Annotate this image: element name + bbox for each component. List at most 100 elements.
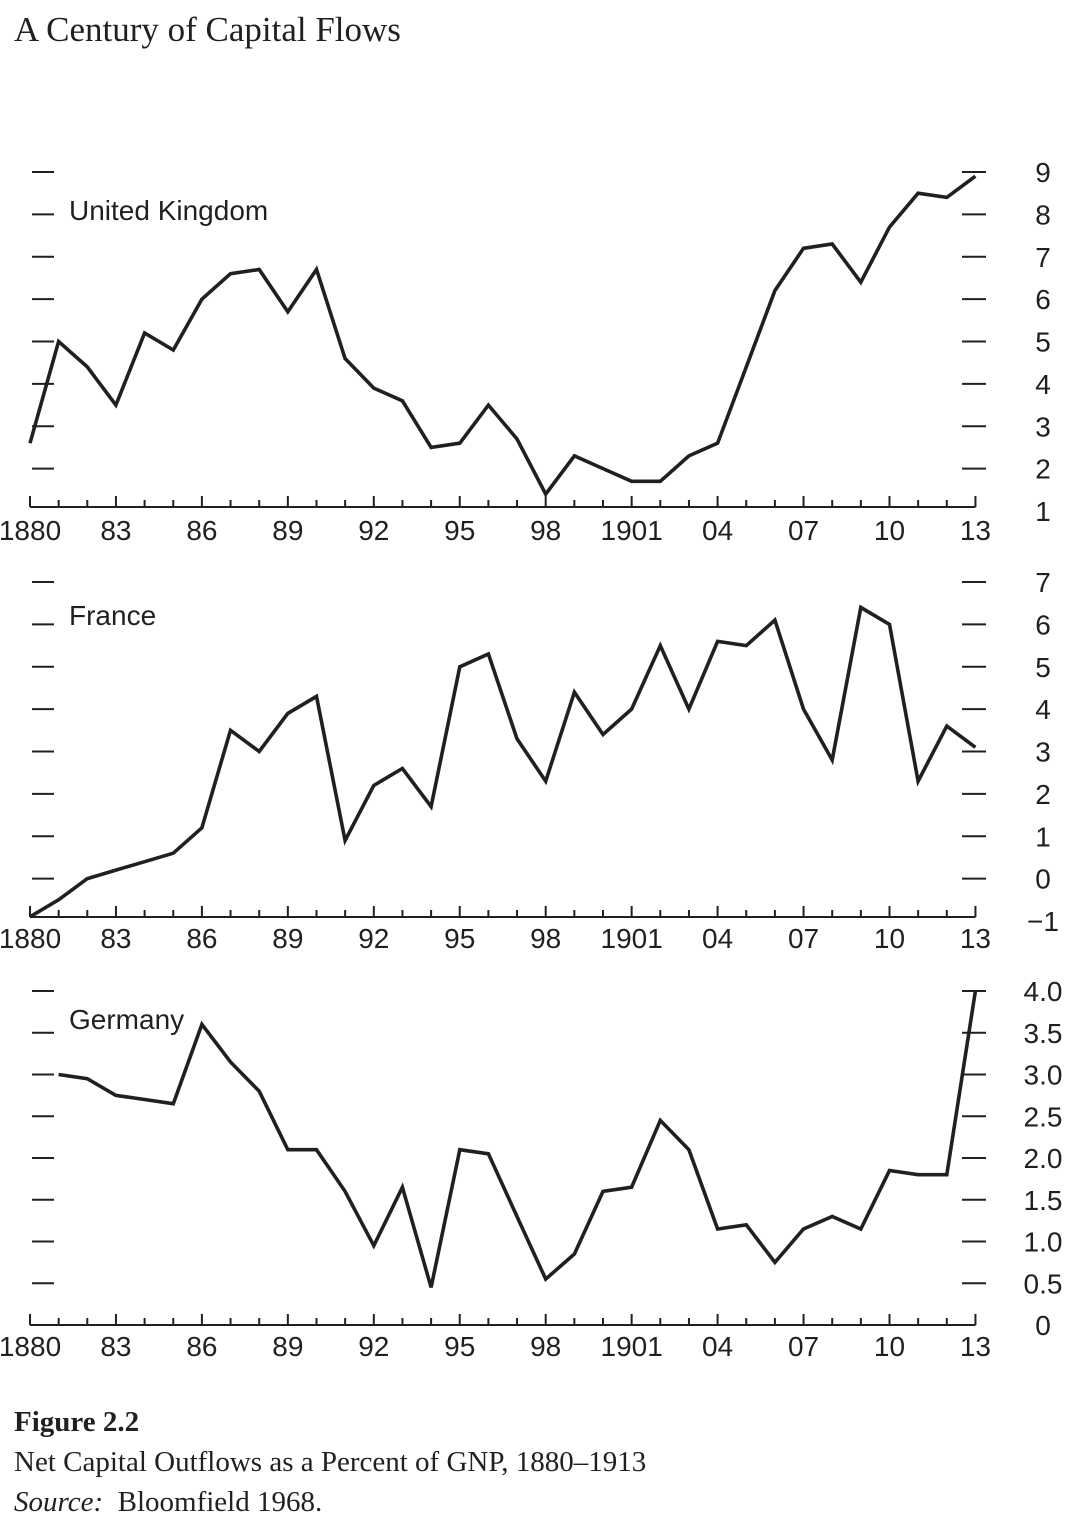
data-point — [315, 695, 318, 698]
series-name-germany: Germany — [69, 1004, 184, 1035]
data-point — [745, 1223, 748, 1226]
data-point — [401, 767, 404, 770]
figure-description: Net Capital Outflows as a Percent of GNP… — [14, 1446, 647, 1478]
data-point — [487, 653, 490, 656]
data-point — [687, 1148, 690, 1151]
data-point — [802, 1227, 805, 1230]
x-tick-label: 04 — [702, 515, 733, 546]
data-point — [487, 404, 490, 407]
data-point — [487, 1152, 490, 1155]
data-point — [974, 746, 977, 749]
y-tick-label: 1.5 — [1024, 1185, 1063, 1216]
data-point — [716, 442, 719, 445]
series-line-france — [29, 604, 977, 919]
data-point — [659, 1119, 662, 1122]
data-point — [86, 877, 89, 880]
y-tick-label: 4 — [1035, 694, 1051, 725]
data-point — [745, 644, 748, 647]
x-tick-label: 13 — [960, 923, 991, 954]
x-tick-label: 07 — [788, 923, 819, 954]
data-point — [458, 1148, 461, 1151]
data-point — [945, 1173, 948, 1176]
data-point — [143, 1098, 146, 1101]
data-point — [315, 1148, 318, 1151]
data-point — [57, 898, 60, 901]
y-tick-label: 2 — [1035, 779, 1051, 810]
series-name-united-kingdom: United Kingdom — [69, 195, 268, 226]
y-tick-label: 2.0 — [1024, 1143, 1063, 1174]
data-point — [573, 454, 576, 457]
data-point — [286, 310, 289, 313]
data-point — [659, 480, 662, 483]
data-point — [114, 1094, 117, 1097]
data-point — [229, 272, 232, 275]
x-tick-label: 1880 — [0, 515, 61, 546]
x-tick-label: 13 — [960, 515, 991, 546]
y-tick-label: −1 — [1027, 906, 1059, 937]
data-point — [745, 365, 748, 368]
data-point — [29, 442, 32, 445]
data-point — [630, 480, 633, 483]
data-point — [888, 226, 891, 229]
x-tick-label: 04 — [702, 1331, 733, 1362]
y-tick-label: 0 — [1035, 864, 1051, 895]
x-tick-label: 07 — [788, 515, 819, 546]
y-tick-label: 3.0 — [1024, 1060, 1063, 1091]
x-tick-label: 83 — [100, 515, 131, 546]
y-tick-label: 4 — [1035, 369, 1051, 400]
figure-caption: Figure 2.2 Net Capital Outflows as a Per… — [14, 1402, 646, 1522]
data-point — [974, 990, 977, 993]
data-point — [229, 729, 232, 732]
x-tick-label: 95 — [444, 515, 475, 546]
data-point — [516, 737, 519, 740]
data-point — [544, 1278, 547, 1281]
y-tick-label: 3.5 — [1024, 1018, 1063, 1049]
data-point — [544, 493, 547, 496]
x-tick-label: 1901 — [601, 515, 663, 546]
x-tick-label: 92 — [358, 1331, 389, 1362]
data-point — [29, 915, 32, 918]
y-tick-label: 3 — [1035, 411, 1051, 442]
x-tick-label: 86 — [186, 515, 217, 546]
data-point — [888, 623, 891, 626]
data-point — [773, 1261, 776, 1264]
data-point — [945, 725, 948, 728]
data-point — [143, 860, 146, 863]
data-point — [258, 1090, 261, 1093]
data-point — [458, 442, 461, 445]
x-tick-label: 86 — [186, 923, 217, 954]
data-point — [687, 708, 690, 711]
x-tick-label: 89 — [272, 923, 303, 954]
data-point — [229, 1060, 232, 1063]
data-point — [200, 1023, 203, 1026]
y-tick-label: 5 — [1035, 327, 1051, 358]
data-point — [516, 1215, 519, 1218]
panel-france: −1 0 1 2 3 4 5 6 7 1880 83 86 89 92 95 98 1901 04 07 10 13 Fr… — [0, 567, 1059, 954]
source-line: Source: Bloomfield 1968. — [14, 1482, 646, 1522]
y-tick-label: 3 — [1035, 737, 1051, 768]
y-tick-label: 1.0 — [1024, 1227, 1063, 1258]
y-tick-label: 6 — [1035, 284, 1051, 315]
data-point — [372, 387, 375, 390]
data-point — [430, 1286, 433, 1289]
y-tick-label: 4.0 — [1024, 976, 1063, 1007]
data-point — [258, 268, 261, 271]
series-line-germany — [58, 990, 978, 1288]
page-title: A Century of Capital Flows — [14, 10, 401, 49]
data-point — [172, 852, 175, 855]
data-point — [344, 1190, 347, 1193]
data-point — [974, 175, 977, 178]
data-point — [286, 712, 289, 715]
y-tick-label: 6 — [1035, 609, 1051, 640]
y-tick-label: 9 — [1035, 157, 1051, 188]
series-line-united-kingdom — [28, 174, 977, 498]
x-tick-label: 83 — [100, 1331, 131, 1362]
data-point — [344, 357, 347, 360]
data-point — [200, 298, 203, 301]
data-point — [114, 404, 117, 407]
x-tick-label: 13 — [960, 1331, 991, 1362]
x-tick-label: 92 — [358, 923, 389, 954]
x-tick-label: 98 — [530, 515, 561, 546]
data-point — [917, 780, 920, 783]
